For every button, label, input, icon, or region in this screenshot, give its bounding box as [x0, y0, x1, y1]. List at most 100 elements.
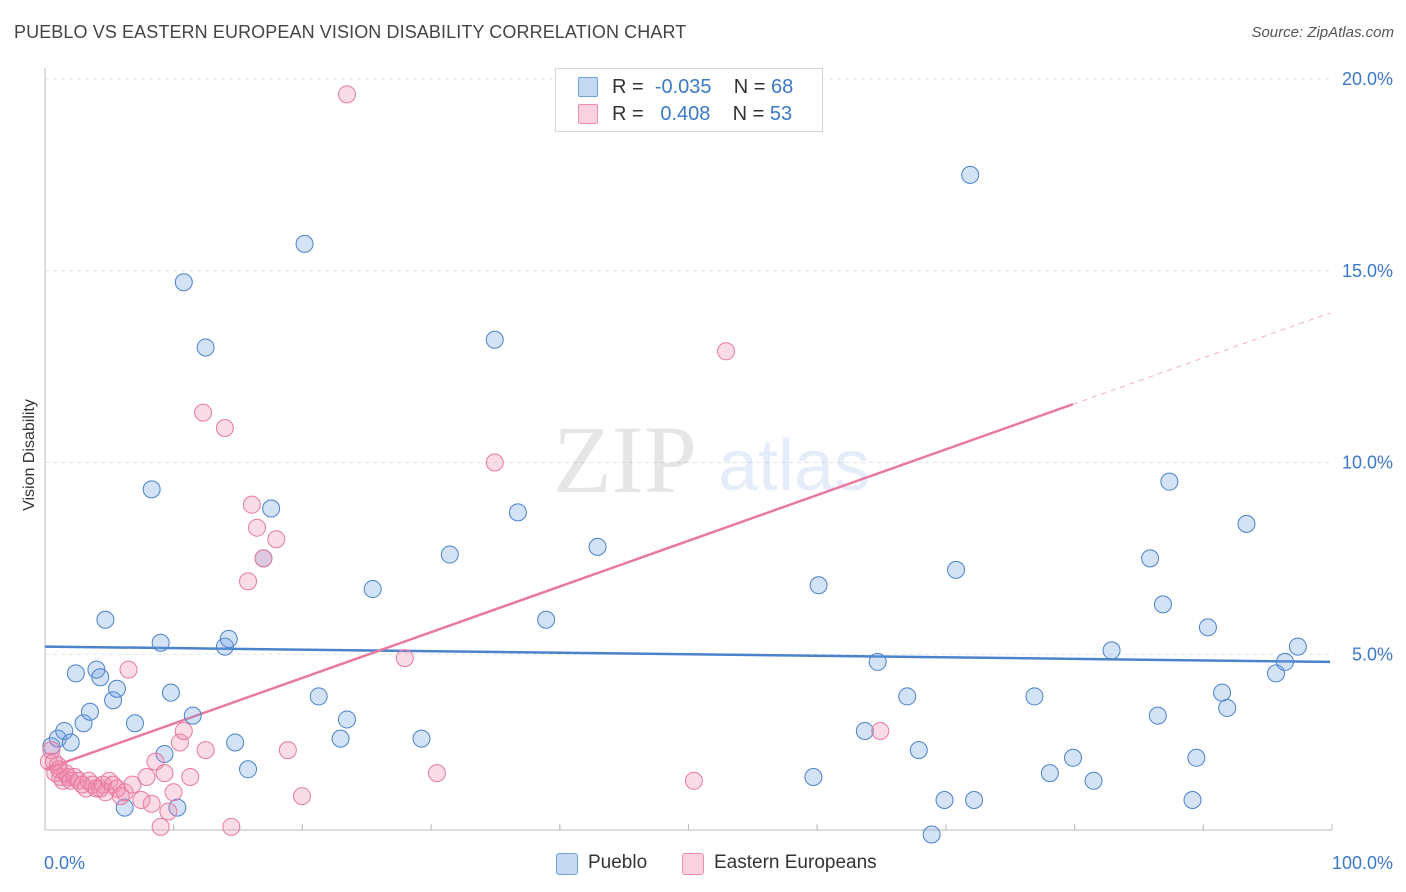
legend-swatch-pueblo: [578, 77, 598, 97]
pueblo-point: [1187, 748, 1206, 767]
pueblo-point: [363, 580, 382, 599]
y-tick-label: 5.0%: [1352, 644, 1393, 664]
eastern-point: [119, 660, 138, 679]
gridlines: [45, 78, 1332, 655]
y-tick-label: 10.0%: [1342, 453, 1393, 473]
eastern-point: [254, 549, 273, 568]
eastern-point: [395, 649, 414, 668]
pueblo-point: [309, 687, 328, 706]
x-tick-label: 100.0%: [1332, 853, 1393, 873]
eastern-point: [132, 790, 151, 809]
y-tick-label: 15.0%: [1342, 261, 1393, 281]
series-swatch-pueblo: [556, 853, 578, 875]
pueblo-point: [1183, 790, 1202, 809]
pueblo-point: [174, 273, 193, 292]
series-label-pueblo: Pueblo: [588, 852, 648, 873]
pueblo-point: [55, 721, 74, 740]
eastern-point: [871, 721, 890, 740]
pueblo-point: [262, 499, 281, 518]
pueblo-point: [965, 790, 984, 809]
pueblo-point: [868, 652, 887, 671]
x-tick-label: 0.0%: [44, 853, 85, 873]
pueblo-point: [1288, 637, 1307, 656]
eastern-point: [42, 741, 61, 760]
pueblo-point: [107, 679, 126, 698]
eastern-point: [142, 794, 161, 813]
eastern-point: [39, 752, 58, 771]
pueblo-point: [1064, 748, 1082, 767]
series-swatch-eastern: [682, 853, 704, 875]
pueblo-point: [115, 798, 134, 817]
eastern-point: [137, 767, 156, 786]
pueblo-point: [1141, 549, 1160, 568]
pueblo-point: [1025, 687, 1044, 706]
pueblo-point: [1198, 618, 1217, 637]
eastern-point: [155, 764, 174, 783]
data-points: [39, 85, 1307, 844]
pueblo-point: [898, 687, 917, 706]
y-axis-label: Vision Disability: [21, 399, 38, 511]
pueblo-point: [809, 576, 828, 595]
pueblo-point: [183, 706, 202, 725]
eastern-point: [485, 453, 504, 472]
eastern-point: [248, 518, 267, 537]
pueblo-point: [947, 560, 966, 579]
y-tick-label: 20.0%: [1342, 69, 1393, 89]
trend-line-extension: [1072, 312, 1331, 405]
trend-lines: [44, 312, 1331, 771]
legend-text-eastern: R = 0.408 N = 53: [612, 102, 793, 125]
stats-legend: R = -0.035 N = 68 R = 0.408 N = 53: [555, 68, 823, 132]
watermark: ZIP atlas: [553, 406, 870, 513]
pueblo-point: [155, 744, 174, 763]
eastern-point: [267, 530, 286, 549]
eastern-point: [174, 721, 193, 740]
pueblo-point: [1084, 771, 1103, 790]
series-label-eastern: Eastern Europeans: [714, 852, 877, 873]
eastern-point: [194, 403, 213, 422]
pueblo-point: [80, 702, 99, 721]
pueblo-point: [508, 503, 527, 522]
pueblo-point: [168, 798, 187, 817]
pueblo-point: [412, 729, 431, 748]
pueblo-point: [922, 825, 941, 844]
eastern-point: [181, 767, 200, 786]
pueblo-point: [588, 537, 607, 556]
pueblo-point: [74, 714, 93, 733]
pueblo-point: [125, 714, 144, 733]
eastern-point: [337, 85, 356, 104]
pueblo-point: [61, 733, 80, 752]
pueblo-point: [331, 729, 350, 748]
pueblo-point: [66, 664, 85, 683]
pueblo-point: [96, 610, 115, 629]
eastern-point: [717, 342, 736, 361]
pueblo-point: [1040, 764, 1059, 783]
eastern-point: [427, 764, 446, 783]
eastern-point: [196, 741, 215, 760]
chart-title: PUEBLO VS EASTERN EUROPEAN VISION DISABI…: [14, 22, 687, 42]
watermark-zip: ZIP: [553, 406, 697, 513]
eastern-point: [222, 817, 241, 836]
legend-swatch-eastern: [578, 104, 598, 124]
trend-line-pueblo: [44, 645, 1331, 664]
eastern-point: [96, 783, 115, 802]
eastern-point: [115, 783, 134, 802]
pueblo-point: [935, 790, 954, 809]
pueblo-point: [219, 629, 238, 648]
chart-source: Source: ZipAtlas.com: [1251, 24, 1394, 41]
pueblo-point: [1153, 595, 1172, 614]
eastern-point: [239, 572, 258, 591]
pueblo-point: [485, 330, 504, 349]
pueblo-point: [909, 741, 928, 760]
eastern-point: [164, 783, 183, 802]
tick-labels: 5.0% 10.0% 15.0% 20.0% 0.0% 100.0%: [44, 69, 1393, 873]
pueblo-point: [42, 737, 61, 756]
eastern-point: [293, 787, 311, 806]
pueblo-point: [1276, 652, 1295, 671]
pueblo-point: [440, 545, 459, 564]
pueblo-point: [161, 683, 180, 702]
pueblo-point: [196, 338, 215, 357]
pueblo-point: [151, 633, 170, 652]
eastern-point: [170, 733, 189, 752]
legend-text-pueblo: R = -0.035 N = 68: [612, 75, 794, 98]
pueblo-point: [104, 691, 123, 710]
